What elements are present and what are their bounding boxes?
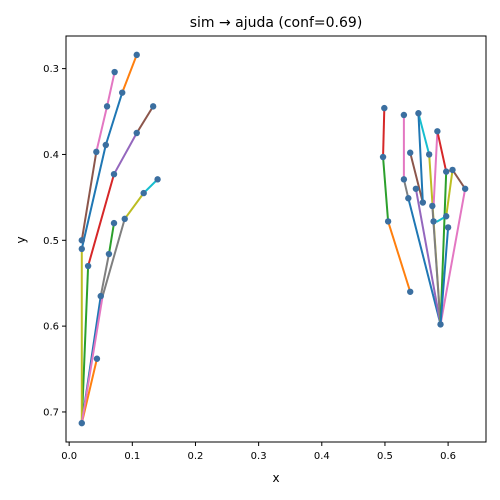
y-axis-label: y [14, 236, 28, 243]
keypoint-marker-2 [97, 292, 104, 300]
keypoint-marker-36 [449, 166, 456, 174]
keypoint-segment-17 [123, 191, 146, 221]
keypoint-marker-11 [110, 170, 118, 178]
y-tick-label: 0.3 [43, 64, 59, 75]
keypoint-marker-17 [119, 89, 126, 96]
keypoint-segment-10 [105, 70, 116, 108]
keypoint-marker-35 [443, 168, 450, 175]
keypoint-segment-33 [439, 170, 448, 326]
keypoint-marker-9 [140, 189, 147, 197]
keypoint-marker-15 [103, 103, 111, 110]
keypoint-segment-16 [101, 217, 126, 298]
keypoint-segment-20 [381, 155, 390, 223]
keypoint-segment-32 [436, 130, 448, 173]
keypoint-marker-23 [407, 288, 414, 295]
keypoint-segment-29 [417, 112, 424, 204]
keypoint-segment-15 [107, 221, 116, 256]
keypoint-marker-22 [384, 218, 392, 225]
keypoint-marker-38 [443, 213, 450, 220]
keypoint-marker-13 [102, 141, 109, 149]
keypoint-segment-8 [80, 150, 98, 242]
keypoint-segment-18 [142, 177, 159, 195]
keypoint-marker-27 [407, 149, 414, 156]
keypoint-segment-26 [414, 187, 442, 326]
keypoint-segment-11 [86, 172, 116, 268]
keypoint-marker-25 [400, 176, 408, 183]
keypoint-segment-13 [135, 105, 155, 135]
keypoint-marker-14 [133, 129, 140, 137]
x-tick-label: 0.3 [251, 451, 267, 462]
keypoint-segment-36 [445, 168, 454, 218]
keypoint-segment-39 [439, 226, 450, 326]
keypoint-segment-31 [432, 130, 439, 207]
axis-ticks: 0.0 0.1 0.2 0.3 0.4 0.5 0.6 0.3 0.4 0.5 0.6 0.7 [43, 64, 456, 462]
keypoint-segment-4 [80, 294, 104, 425]
y-tick-label: 0.5 [43, 236, 59, 247]
x-tick-label: 0.5 [377, 451, 393, 462]
keypoint-marker-0 [78, 419, 85, 427]
y-tick-label: 0.6 [43, 322, 59, 333]
keypoint-segment-30 [431, 204, 442, 326]
keypoint-marker-32 [429, 202, 436, 210]
keypoint-segment-27 [417, 112, 431, 156]
keypoint-marker-37 [461, 185, 469, 192]
y-tick-label: 0.4 [43, 150, 59, 161]
keypoint-marker-7 [110, 219, 118, 227]
keypoint-marker-8 [121, 215, 128, 223]
keypoint-marker-16 [149, 103, 157, 110]
keypoint-segment-12 [112, 131, 139, 176]
keypoint-marker-21 [379, 153, 387, 161]
keypoint-marker-24 [400, 111, 408, 119]
keypoint-marker-19 [133, 51, 140, 59]
keypoint-marker-34 [430, 218, 437, 225]
keypoint-segment-25 [408, 151, 425, 204]
keypoint-segment-21 [386, 220, 412, 294]
keypoint-segment-38 [439, 187, 467, 326]
y-tick-label: 0.7 [43, 407, 59, 418]
keypoint-segment-35 [451, 168, 467, 191]
keypoint-segment-14 [99, 252, 111, 298]
x-tick-label: 0.2 [188, 451, 204, 462]
keypoint-marker-26 [405, 195, 412, 202]
keypoint-segment-7 [120, 53, 139, 94]
keypoint-marker-10 [154, 176, 161, 183]
keypoint-segment-19 [382, 107, 386, 159]
x-tick-label: 0.6 [440, 451, 456, 462]
keypoint-marker-29 [415, 110, 422, 117]
keypoint-marker-30 [419, 199, 427, 206]
keypoint-segment-9 [95, 105, 109, 154]
keypoint-marker-12 [93, 148, 100, 156]
keypoint-marker-31 [425, 151, 433, 158]
keypoint-segment-5 [80, 143, 107, 251]
x-tick-label: 0.1 [124, 451, 140, 462]
keypoint-marker-4 [78, 245, 85, 253]
x-tick-label: 0.0 [61, 451, 77, 462]
x-axis-label: x [272, 471, 279, 485]
keypoint-segment-24 [407, 197, 442, 326]
chart-title: sim → ajuda (conf=0.69) [190, 15, 363, 31]
keypoint-marker-1 [93, 355, 101, 362]
keypoint-marker-18 [111, 68, 118, 76]
keypoint-segment-6 [104, 91, 124, 147]
keypoint-marker-33 [434, 128, 441, 135]
axes-frame [65, 35, 487, 443]
keypoint-marker-28 [412, 185, 420, 192]
keypoint-marker-39 [444, 224, 452, 231]
keypoint-marker-6 [105, 250, 113, 258]
keypoint-segment-23 [402, 178, 410, 200]
keypoint-marker-5 [78, 237, 85, 244]
keypoint-segment-2 [80, 265, 90, 425]
keypoint-marker-40 [437, 321, 444, 328]
keypoint-marker-20 [381, 104, 388, 112]
x-tick-label: 0.4 [314, 451, 330, 462]
keypoint-marker-3 [84, 262, 92, 270]
plot-area [78, 51, 469, 427]
